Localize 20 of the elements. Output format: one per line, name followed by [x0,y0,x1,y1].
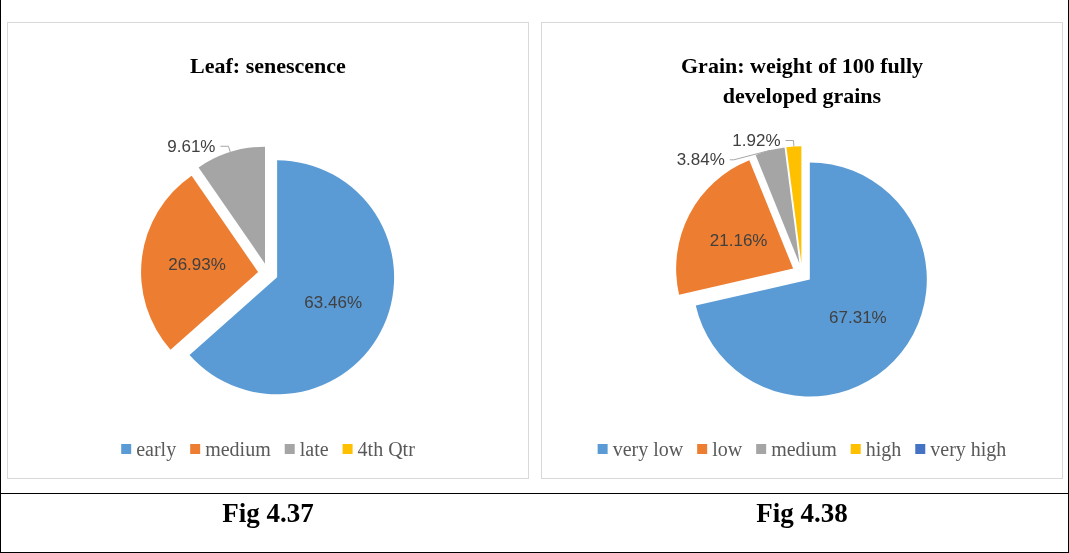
data-label: 67.31% [829,308,887,328]
data-label: 9.61% [167,136,216,156]
data-label: 26.93% [168,255,226,275]
data-label: 1.92% [732,131,781,151]
legend-label: high [865,438,902,461]
data-label: 63.46% [304,293,363,313]
legend-label: medium [771,438,838,460]
caption: Fig 4.37 [222,498,314,528]
data-label: 3.84% [676,150,725,170]
legend-label: medium [205,438,272,460]
caption: Fig 4.38 [756,498,848,528]
data-label: 21.16% [709,230,768,250]
chart-title: Grain: weight of 100 fully developed grains [681,52,923,108]
chart-title: Leaf: senescence [190,52,347,78]
legend-label: late [299,438,329,460]
legend-label: 4th Qtr [357,438,416,460]
legend-label: very low [612,438,684,461]
legend-label: early [136,438,177,461]
legend-label: very high [930,438,1007,461]
legend-label: low [712,438,743,460]
